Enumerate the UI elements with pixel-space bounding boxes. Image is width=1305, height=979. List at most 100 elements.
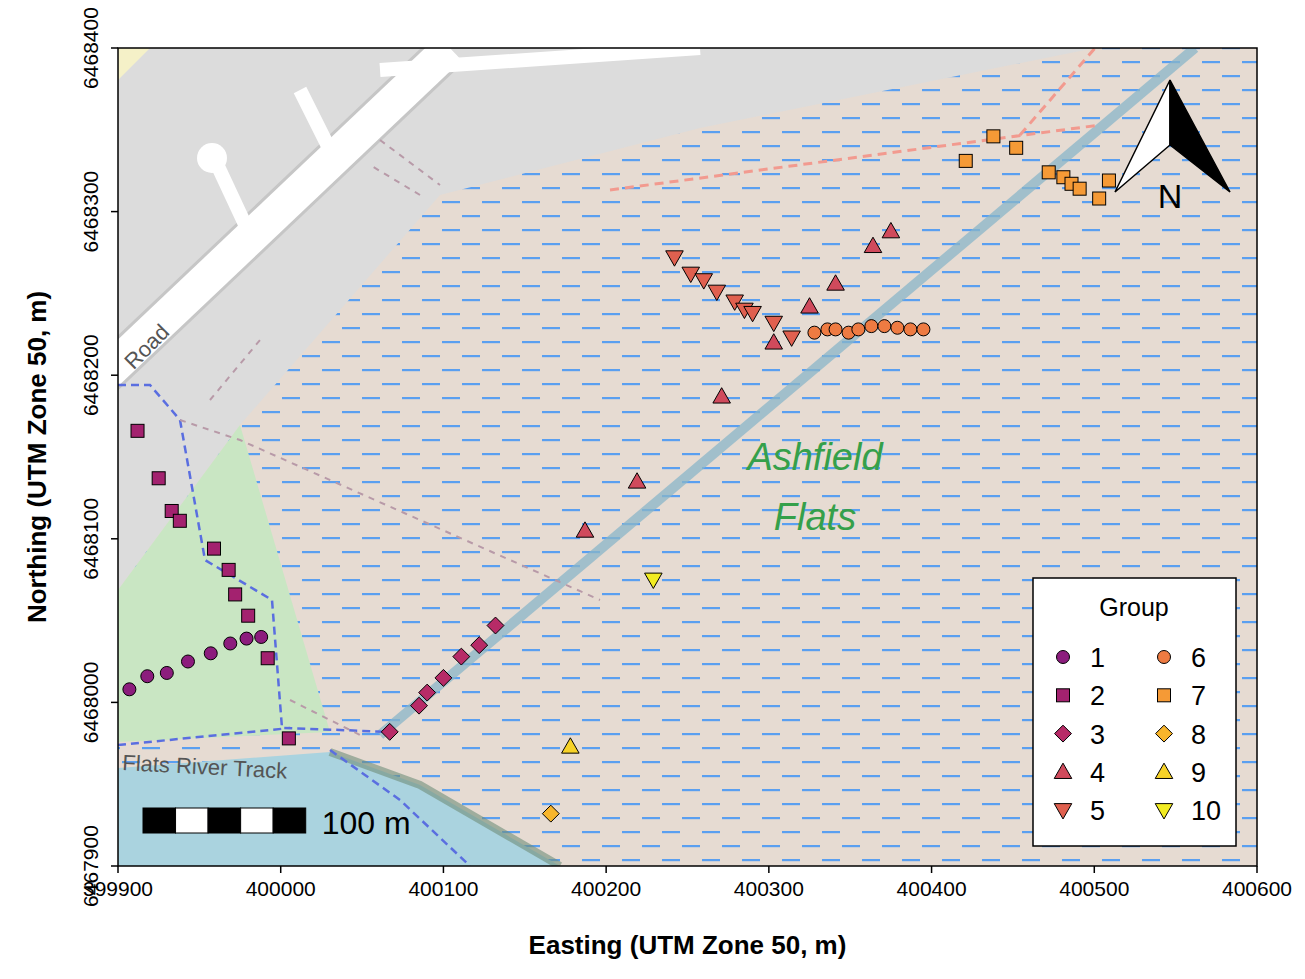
y-tick-label: 6467900	[79, 825, 102, 907]
legend-label: 9	[1191, 758, 1206, 788]
legend-marker	[1155, 763, 1173, 778]
point	[987, 130, 1000, 143]
point	[917, 323, 930, 336]
point	[261, 652, 274, 665]
point	[282, 732, 295, 745]
side-road	[215, 160, 250, 235]
legend-label: 2	[1090, 681, 1105, 711]
x-tick-label: 400500	[1059, 877, 1129, 900]
point	[1093, 192, 1106, 205]
point	[435, 669, 452, 686]
legend-label: 5	[1090, 796, 1105, 826]
point	[1010, 141, 1023, 154]
x-tick-label: 400600	[1222, 877, 1292, 900]
north-arrow	[1115, 80, 1170, 192]
point	[1073, 182, 1086, 195]
point	[904, 323, 917, 336]
legend-marker	[1156, 725, 1173, 742]
y-tick-label: 6468200	[79, 334, 102, 416]
point	[487, 617, 504, 634]
x-tick	[280, 866, 282, 873]
point	[562, 738, 580, 753]
point	[744, 306, 762, 321]
map-label: Road	[119, 319, 174, 374]
point	[1102, 174, 1115, 187]
legend-marker	[1057, 689, 1070, 702]
x-tick-label: 400400	[897, 877, 967, 900]
point	[255, 630, 268, 643]
frame	[118, 48, 1257, 866]
y-tick	[111, 865, 118, 867]
x-tick	[605, 866, 607, 873]
x-tick	[443, 866, 445, 873]
point	[645, 573, 663, 588]
legend-marker	[1055, 725, 1072, 742]
point	[181, 655, 194, 668]
y-tick	[111, 47, 118, 49]
y-tick-label: 6468300	[79, 171, 102, 253]
point	[713, 388, 731, 403]
point	[204, 647, 217, 660]
road	[118, 48, 450, 380]
y-label: Northing (UTM Zone 50, m)	[22, 291, 52, 623]
legend-marker	[1155, 804, 1173, 819]
point	[852, 323, 865, 336]
urban	[118, 48, 1095, 590]
point	[801, 298, 819, 313]
legend-label: 10	[1191, 796, 1221, 826]
side-road	[300, 90, 330, 150]
point	[827, 275, 845, 290]
point	[808, 326, 821, 339]
y-tick-label: 6468400	[79, 7, 102, 89]
side-road	[380, 48, 700, 70]
x-label: Easting (UTM Zone 50, m)	[529, 930, 847, 960]
point	[123, 683, 136, 696]
north-label: N	[1158, 177, 1183, 215]
legend-title: Group	[1099, 593, 1168, 621]
y-tick	[111, 702, 118, 704]
legend-marker	[1158, 651, 1171, 664]
point	[542, 805, 559, 822]
park	[118, 425, 330, 742]
scale-bar-segment	[241, 808, 274, 833]
point	[208, 542, 221, 555]
point	[1042, 166, 1055, 179]
point	[628, 473, 646, 488]
point	[229, 588, 242, 601]
y-tick-label: 6468100	[79, 498, 102, 580]
x-tick	[117, 866, 119, 873]
north-arrow	[1170, 80, 1230, 192]
legend-label: 1	[1090, 643, 1105, 673]
point	[765, 334, 783, 349]
point	[224, 637, 237, 650]
point	[783, 331, 801, 346]
x-tick-label: 400200	[571, 877, 641, 900]
path-grey	[180, 140, 600, 735]
point	[152, 472, 165, 485]
y-tick	[111, 374, 118, 376]
point	[381, 723, 398, 740]
chart: AshfieldFlatsRoadFlats River Track399900…	[0, 0, 1305, 979]
path-blue	[118, 385, 470, 866]
legend-marker	[1158, 689, 1171, 702]
point	[173, 514, 186, 527]
legend-marker	[1054, 763, 1072, 778]
x-tick-label: 400100	[408, 877, 478, 900]
scale-bar-segment	[143, 808, 176, 833]
scale-bar-segment	[208, 808, 241, 833]
legend-label: 6	[1191, 643, 1206, 673]
point	[471, 637, 488, 654]
map-label: Ashfield	[745, 436, 884, 478]
point	[708, 285, 726, 300]
y-tick	[111, 538, 118, 540]
legend-box	[1033, 578, 1236, 846]
legend-label: 4	[1090, 758, 1105, 788]
scale-bar-segment	[176, 808, 209, 833]
point	[419, 684, 436, 701]
point	[131, 424, 144, 437]
point	[878, 320, 891, 333]
urban-yellow	[118, 48, 150, 80]
x-tick-label: 400000	[246, 877, 316, 900]
point	[891, 321, 904, 334]
x-tick-label: 400300	[734, 877, 804, 900]
